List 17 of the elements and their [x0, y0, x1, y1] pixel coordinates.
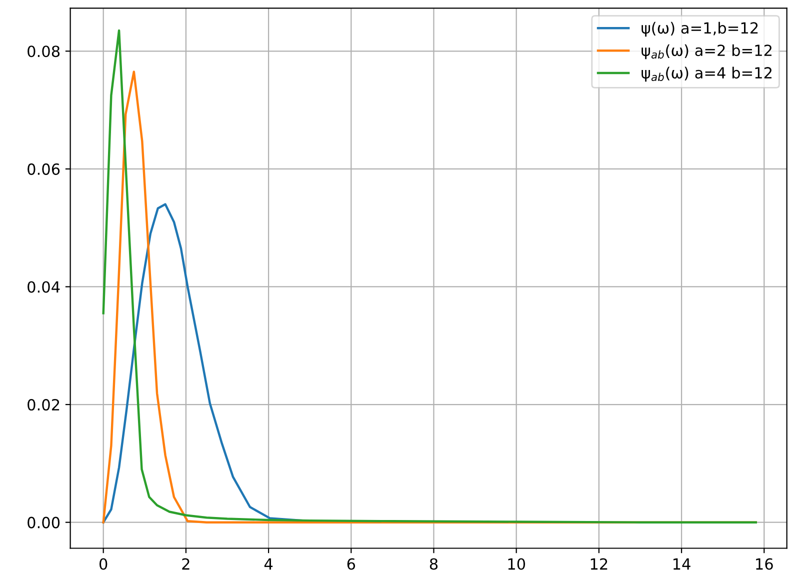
- legend-label: ψ(ω) a=1,b=12: [642, 22, 758, 37]
- legend-label: ψ$_{ab}$(ω) a=2 b=12: [642, 44, 772, 60]
- y-tick-label: 0.02: [28, 399, 60, 411]
- x-tick-label: 16: [756, 558, 773, 570]
- y-tick-label: 0.06: [28, 163, 60, 175]
- x-tick-label: 14: [673, 558, 690, 570]
- x-tick-label: 10: [508, 558, 526, 570]
- x-tick-label: 6: [347, 558, 356, 570]
- y-tick-label: 0.08: [28, 46, 60, 58]
- x-tick-label: 2: [182, 558, 190, 570]
- y-tick-label: 0.00: [28, 516, 60, 528]
- legend-label: ψ$_{ab}$(ω) a=4 b=12: [642, 66, 772, 82]
- x-tick-label: 0: [99, 558, 108, 570]
- x-tick-label: 4: [264, 558, 273, 570]
- x-tick-label: 12: [590, 558, 608, 570]
- y-tick-label: 0.04: [28, 281, 60, 293]
- x-tick-label: 8: [430, 558, 438, 570]
